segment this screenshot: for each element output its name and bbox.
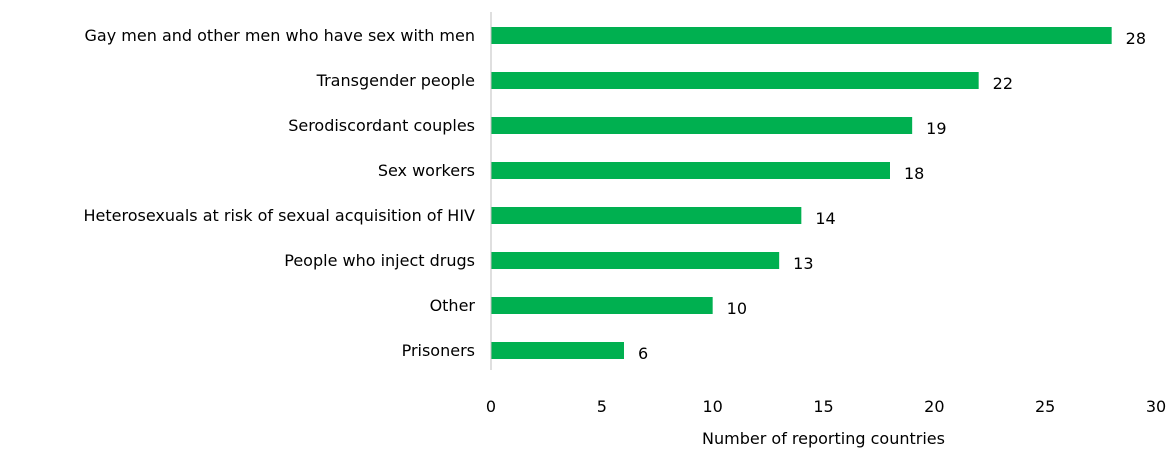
category-label: Serodiscordant couples	[288, 116, 475, 135]
x-tick-label: 0	[486, 397, 496, 416]
category-label: Sex workers	[378, 161, 475, 180]
x-tick-label: 15	[813, 397, 833, 416]
data-label: 28	[1126, 29, 1146, 48]
category-label: Transgender people	[316, 71, 475, 90]
data-label: 14	[815, 209, 835, 228]
category-labels: Gay men and other men who have sex with …	[84, 26, 476, 360]
data-label: 10	[727, 299, 747, 318]
bar	[491, 117, 913, 134]
bars-group	[491, 27, 1112, 359]
category-label: Other	[430, 296, 476, 315]
x-tick-label: 30	[1146, 397, 1166, 416]
bar	[491, 27, 1112, 44]
data-label: 22	[993, 74, 1013, 93]
x-tick-label: 5	[597, 397, 607, 416]
x-tick-label: 20	[924, 397, 944, 416]
data-label: 18	[904, 164, 924, 183]
x-tick-label: 10	[702, 397, 722, 416]
bar	[491, 342, 624, 359]
bar	[491, 72, 979, 89]
category-label: Gay men and other men who have sex with …	[85, 26, 475, 45]
bar	[491, 207, 802, 224]
x-axis-ticks: 0 5 10 15 20 25 30	[486, 397, 1166, 416]
category-label: Prisoners	[402, 341, 475, 360]
category-label: Heterosexuals at risk of sexual acquisit…	[84, 206, 476, 225]
x-axis-title: Number of reporting countries	[702, 429, 945, 448]
x-tick-label: 25	[1035, 397, 1055, 416]
data-labels: 28 22 19 18 14 13 10 6	[638, 29, 1146, 363]
data-label: 19	[926, 119, 946, 138]
bar	[491, 297, 713, 314]
bar	[491, 252, 780, 269]
data-label: 6	[638, 344, 648, 363]
category-label: People who inject drugs	[284, 251, 475, 270]
bar	[491, 162, 890, 179]
data-label: 13	[793, 254, 813, 273]
